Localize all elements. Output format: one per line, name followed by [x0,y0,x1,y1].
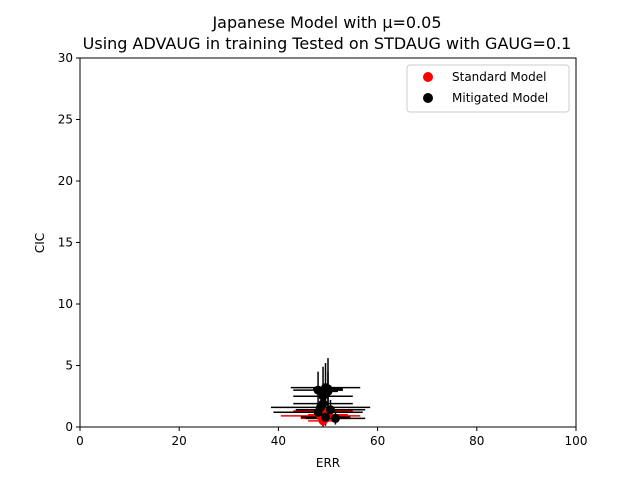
chart-subtitle: Using ADVAUG in training Tested on STDAU… [83,34,572,53]
x-tick-label: 40 [271,434,286,448]
y-tick-label: 30 [58,51,73,65]
legend-label-mitigated: Mitigated Model [452,91,548,105]
x-tick-label: 100 [565,434,588,448]
legend-marker-standard [423,72,433,82]
x-tick-label: 60 [370,434,385,448]
mitigated-data-point [325,405,335,415]
chart-title: Japanese Model with μ=0.05 [211,13,441,32]
legend-marker-mitigated [423,93,433,103]
y-tick-label: 15 [58,236,73,250]
y-tick-label: 0 [65,420,73,434]
x-tick-label: 80 [469,434,484,448]
x-tick-label: 20 [172,434,187,448]
y-tick-label: 10 [58,297,73,311]
legend-box [406,64,570,113]
y-axis-ticks: 0 5 10 15 20 25 30 [58,51,80,434]
mitigated-data-point [318,399,328,409]
y-tick-label: 25 [58,113,73,127]
legend-label-standard: Standard Model [452,70,546,84]
mitigated-data-point [321,412,331,422]
y-tick-label: 5 [65,359,73,373]
mitigated-data-point [330,413,340,423]
x-axis-ticks: 0 20 40 60 80 100 [76,427,587,448]
data-points [313,383,340,426]
x-tick-label: 0 [76,434,84,448]
x-axis-label: ERR [316,456,340,470]
mitigated-data-point [323,386,333,396]
mitigated-data-point [313,385,323,395]
legend: Standard Model Mitigated Model [406,64,570,113]
y-axis-label: CIC [33,233,47,253]
y-tick-label: 20 [58,174,73,188]
mitigated-data-point [313,407,323,417]
